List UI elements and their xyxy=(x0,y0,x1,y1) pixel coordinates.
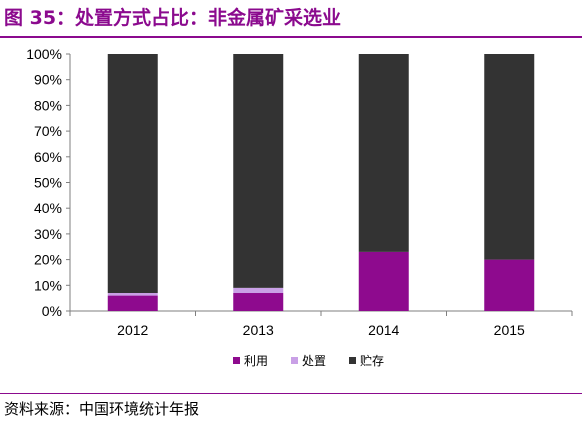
legend-label-1: 处置 xyxy=(302,354,326,368)
y-tick-label: 60% xyxy=(34,149,62,165)
bar-2013-segment-0 xyxy=(233,293,284,311)
y-tick-label: 80% xyxy=(34,97,62,113)
source-divider xyxy=(0,393,582,394)
bar-2015-segment-2 xyxy=(484,54,535,260)
bar-2013-segment-2 xyxy=(233,54,284,288)
bar-2012-segment-2 xyxy=(107,54,158,294)
bar-2014-segment-2 xyxy=(358,54,409,252)
x-tick-label: 2013 xyxy=(243,322,274,338)
y-tick-label: 30% xyxy=(34,226,62,242)
bar-2014-segment-0 xyxy=(358,251,409,311)
legend-swatch-1 xyxy=(291,357,298,364)
figure-title: 图 35：处置方式占比：非金属矿采选业 xyxy=(4,7,342,29)
legend-label-2: 贮存 xyxy=(360,353,384,368)
y-tick-label: 0% xyxy=(42,303,62,319)
x-tick-label: 2015 xyxy=(494,322,525,338)
bar-2012-segment-0 xyxy=(107,295,158,311)
y-tick-label: 20% xyxy=(34,252,62,268)
y-tick-label: 70% xyxy=(34,123,62,139)
y-tick-label: 40% xyxy=(34,200,62,216)
legend-swatch-2 xyxy=(349,357,356,364)
source-note: 资料来源：中国环境统计年报 xyxy=(4,400,200,418)
bar-2013-segment-1 xyxy=(233,287,284,294)
title-divider xyxy=(0,36,582,38)
bar-2012-segment-1 xyxy=(107,293,158,296)
legend-label-0: 利用 xyxy=(244,354,268,368)
y-tick-label: 90% xyxy=(34,72,62,88)
x-tick-label: 2014 xyxy=(368,322,399,338)
y-tick-label: 100% xyxy=(26,46,62,62)
bar-2015-segment-0 xyxy=(484,259,535,311)
y-tick-label: 50% xyxy=(34,175,62,191)
x-tick-label: 2012 xyxy=(117,322,148,338)
stacked-bar-chart: 0% 10% 20% 30% 40% 50% 60% 70% 80% 90% 100% 2012 201… xyxy=(26,46,573,368)
y-tick-label: 10% xyxy=(34,277,62,293)
legend-swatch-0 xyxy=(233,357,240,364)
